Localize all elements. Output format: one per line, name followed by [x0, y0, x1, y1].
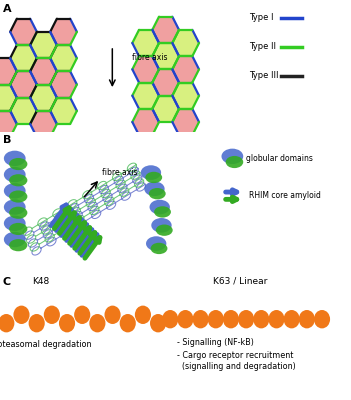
Circle shape [299, 310, 315, 328]
Polygon shape [10, 71, 37, 98]
Ellipse shape [9, 158, 27, 170]
Circle shape [13, 306, 29, 324]
Polygon shape [152, 69, 179, 96]
Circle shape [150, 314, 166, 332]
Polygon shape [50, 71, 77, 98]
Polygon shape [132, 56, 159, 82]
Polygon shape [30, 32, 57, 58]
Polygon shape [30, 111, 57, 137]
Ellipse shape [144, 182, 165, 196]
Circle shape [105, 306, 121, 324]
Ellipse shape [221, 149, 243, 164]
Polygon shape [30, 58, 57, 84]
Polygon shape [50, 45, 77, 71]
Polygon shape [50, 19, 77, 45]
Ellipse shape [151, 218, 172, 233]
Polygon shape [50, 98, 77, 124]
Ellipse shape [9, 207, 27, 219]
Polygon shape [10, 98, 37, 124]
Text: fibre axis: fibre axis [132, 54, 167, 62]
Polygon shape [132, 82, 159, 109]
Polygon shape [0, 111, 17, 137]
Text: globular domains: globular domains [246, 154, 313, 163]
Text: Type III: Type III [249, 71, 279, 80]
Circle shape [59, 314, 75, 332]
Text: C: C [3, 277, 11, 287]
Ellipse shape [154, 206, 171, 218]
Text: fibre axis: fibre axis [102, 168, 138, 178]
Polygon shape [0, 58, 17, 84]
Text: K48: K48 [32, 277, 49, 286]
Circle shape [223, 310, 239, 328]
Ellipse shape [141, 165, 161, 180]
Ellipse shape [9, 239, 27, 251]
Circle shape [89, 314, 105, 332]
Circle shape [28, 314, 45, 332]
Text: Type I: Type I [249, 14, 274, 22]
Circle shape [314, 310, 330, 328]
Ellipse shape [4, 232, 26, 247]
Ellipse shape [4, 167, 26, 182]
Polygon shape [172, 109, 199, 135]
Polygon shape [152, 43, 179, 69]
Polygon shape [132, 30, 159, 56]
Circle shape [44, 306, 60, 324]
Circle shape [74, 306, 90, 324]
Polygon shape [10, 45, 37, 71]
Ellipse shape [149, 188, 166, 199]
Ellipse shape [9, 174, 27, 186]
Circle shape [284, 310, 300, 328]
Ellipse shape [156, 224, 173, 236]
Ellipse shape [146, 236, 166, 251]
Circle shape [269, 310, 285, 328]
Text: B: B [3, 135, 11, 145]
Text: RHIM core amyloid: RHIM core amyloid [249, 191, 320, 200]
Ellipse shape [4, 151, 26, 166]
Polygon shape [132, 109, 159, 135]
Ellipse shape [226, 156, 243, 168]
Ellipse shape [150, 200, 170, 214]
Circle shape [253, 310, 269, 328]
Polygon shape [152, 17, 179, 43]
Text: K63 / Linear: K63 / Linear [213, 277, 267, 286]
Circle shape [208, 310, 224, 328]
Ellipse shape [4, 183, 26, 198]
Circle shape [192, 310, 208, 328]
Text: Type II: Type II [249, 42, 276, 51]
Circle shape [238, 310, 254, 328]
Polygon shape [30, 84, 57, 111]
Circle shape [0, 314, 14, 332]
Polygon shape [172, 30, 199, 56]
Circle shape [177, 310, 193, 328]
Text: A: A [3, 4, 12, 14]
Polygon shape [0, 84, 17, 111]
Ellipse shape [151, 243, 167, 254]
Polygon shape [10, 19, 37, 45]
Text: - Cargo receptor recruitment
  (signalling and degradation): - Cargo receptor recruitment (signalling… [177, 351, 296, 370]
Circle shape [162, 310, 178, 328]
Circle shape [135, 306, 151, 324]
Text: - Signalling (NF-kB): - Signalling (NF-kB) [177, 338, 254, 347]
Polygon shape [172, 56, 199, 82]
Ellipse shape [145, 172, 162, 183]
Polygon shape [152, 96, 179, 122]
Circle shape [120, 314, 136, 332]
Ellipse shape [4, 216, 26, 231]
Polygon shape [172, 82, 199, 109]
Ellipse shape [9, 223, 27, 235]
Ellipse shape [4, 199, 26, 215]
Text: proteasomal degradation: proteasomal degradation [0, 340, 92, 349]
Ellipse shape [9, 190, 27, 202]
